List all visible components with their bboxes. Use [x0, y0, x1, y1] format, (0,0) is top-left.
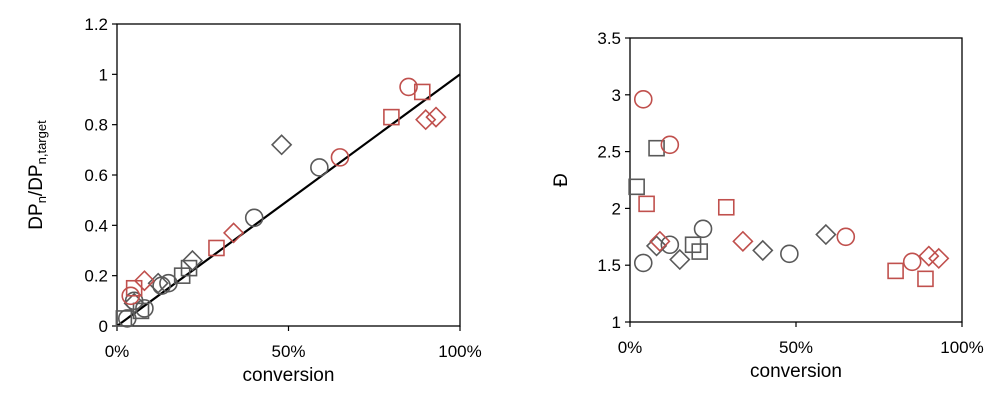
y-axis-label: Đ — [551, 173, 572, 187]
x-tick-label: 50% — [271, 342, 305, 361]
gray-circle-point — [693, 219, 713, 239]
y-tick-label: 0 — [99, 317, 108, 336]
gray-square-point — [180, 259, 198, 277]
y-tick-label: 1.2 — [84, 15, 108, 34]
red-circle-point — [399, 77, 418, 97]
ideal-reference-line — [116, 73, 461, 327]
y-axis-label: DPn/DPn,target — [26, 120, 49, 230]
gray-diamond-point — [669, 248, 691, 271]
x-tick-label: 50% — [779, 338, 813, 357]
red-circle-point — [836, 227, 856, 247]
y-axis-label-part: DP — [26, 203, 47, 229]
red-circle-point — [330, 148, 350, 167]
x-tick-label: 0% — [105, 342, 130, 361]
x-tick-label: 100% — [940, 338, 983, 357]
y-axis-label-part: n,target — [34, 120, 49, 164]
gray-circle-point — [244, 208, 264, 228]
y-tick-label: 1 — [99, 65, 108, 84]
red-diamond-point — [133, 270, 156, 292]
gray-circle-point — [135, 299, 154, 318]
y-tick-label: 0.2 — [84, 267, 108, 286]
y-tick-label: 0.8 — [84, 116, 108, 135]
red-circle-point — [660, 135, 680, 155]
red-diamond-point — [928, 247, 950, 270]
gray-square-point — [115, 310, 133, 327]
gray-square-point — [628, 178, 645, 196]
red-square-point — [208, 239, 225, 257]
red-square-point — [917, 270, 934, 288]
y-tick-label: 2 — [612, 199, 621, 218]
red-circle-point — [902, 252, 922, 272]
x-tick-label: 100% — [438, 342, 481, 361]
red-circle-point — [633, 90, 653, 109]
gray-diamond-point — [271, 134, 293, 156]
y-tick-label: 3.5 — [597, 29, 621, 48]
y-axis-label-part: n — [34, 196, 49, 203]
gray-circle-point — [633, 253, 653, 273]
y-tick-label: 3 — [612, 86, 621, 105]
x-axis-label: conversion — [243, 365, 335, 386]
gray-square-point — [132, 302, 150, 320]
y-tick-label: 0.6 — [84, 166, 108, 185]
gray-square-point — [648, 139, 665, 157]
gray-square-point — [691, 243, 709, 260]
x-axis-label: conversion — [750, 361, 842, 382]
red-diamond-point — [649, 230, 671, 252]
red-square-point — [383, 108, 400, 126]
y-axis-label-part: /DP — [26, 164, 47, 196]
red-square-point — [887, 262, 904, 280]
gray-diamond-point — [147, 272, 169, 294]
gray-diamond-point — [752, 239, 774, 262]
red-square-point — [638, 195, 655, 213]
x-tick-label: 0% — [618, 338, 643, 357]
red-square-point — [717, 198, 735, 216]
red-diamond-point — [918, 245, 940, 267]
gray-diamond-point — [815, 223, 837, 246]
red-diamond-point — [415, 109, 437, 131]
y-tick-label: 2.5 — [597, 143, 621, 162]
gray-circle-point — [780, 244, 799, 264]
y-tick-label: 1 — [612, 313, 621, 332]
plot-frame — [629, 37, 963, 323]
y-tick-label: 1.5 — [597, 256, 621, 275]
right-panel-dispersity: 1 1.5 2 2.5 3 3.5 0% 50% 100% conversion Đ — [551, 29, 984, 382]
gray-diamond-point — [123, 292, 145, 314]
gray-circle-point — [310, 158, 329, 177]
red-diamond-point — [425, 106, 447, 128]
y-tick-label: 0.4 — [84, 216, 108, 235]
gray-circle-point — [660, 235, 680, 255]
red-square-point — [413, 83, 431, 101]
gray-diamond-point — [645, 235, 668, 257]
red-diamond-point — [222, 222, 245, 244]
gray-diamond-point — [181, 249, 204, 272]
red-diamond-point — [732, 230, 754, 252]
left-panel-dp-ratio: 0 0.2 0.4 0.6 0.8 1 1.2 0% 50% 100% conversion DPn/… — [26, 15, 482, 386]
